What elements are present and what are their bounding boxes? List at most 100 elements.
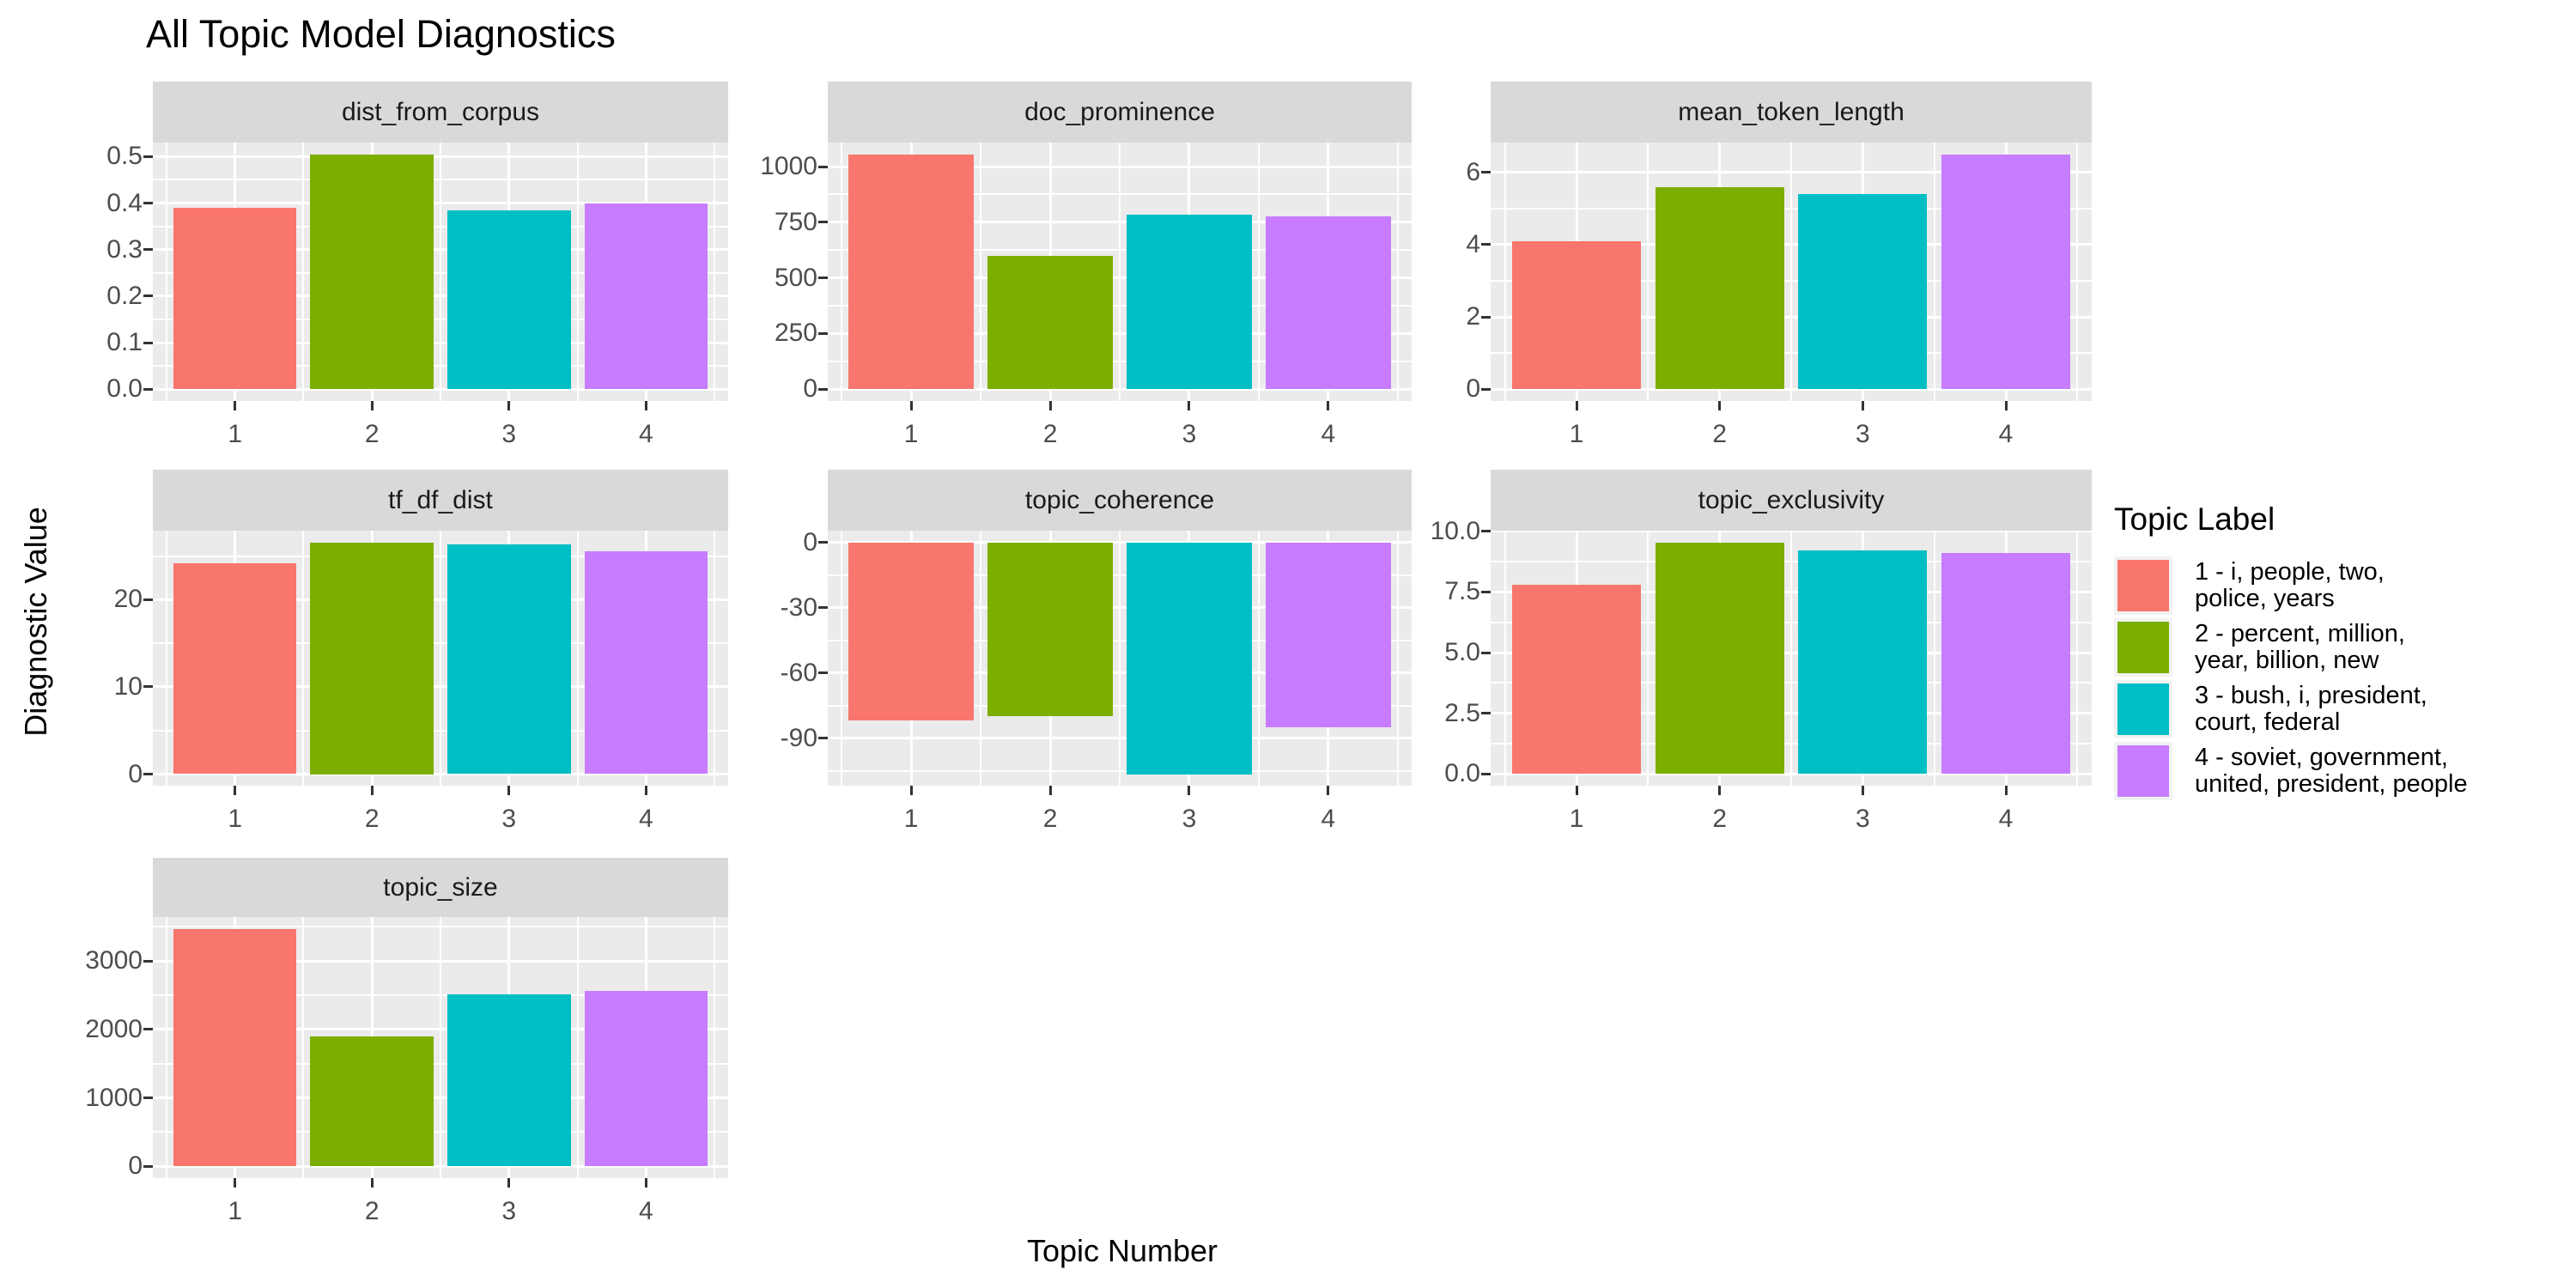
facet-strip-mean_token_length: mean_token_length [1491, 82, 2092, 143]
y-tick-mark [143, 1164, 153, 1168]
x-tick-mark [1188, 786, 1191, 795]
x-tick-mark [1188, 401, 1191, 410]
x-tick-label: 4 [1321, 805, 1336, 833]
facet-strip-doc_prominence: doc_prominence [828, 82, 1412, 143]
x-tick-label: 2 [364, 420, 380, 448]
y-tick-label: 20 [113, 585, 143, 614]
facet-panel-topic_exclusivity [1491, 531, 2092, 786]
facet-strip-dist_from_corpus: dist_from_corpus [153, 82, 728, 143]
x-tick-label: 3 [501, 805, 517, 833]
minor-gridline [1504, 143, 1506, 401]
x-tick-label: 3 [1182, 420, 1197, 448]
x-tick-label: 1 [1569, 420, 1584, 448]
y-tick-mark [1481, 171, 1491, 174]
x-tick-mark [2004, 401, 2008, 410]
x-tick-label: 2 [1712, 805, 1727, 833]
facet-title-dist_from_corpus: dist_from_corpus [341, 97, 540, 126]
minor-gridline [1790, 143, 1792, 401]
legend-swatch-4 [2117, 745, 2169, 797]
y-tick-label: 0.4 [106, 188, 143, 217]
minor-gridline [1396, 143, 1399, 401]
y-tick-mark [1481, 530, 1491, 533]
facet-strip-topic_coherence: topic_coherence [828, 470, 1412, 531]
y-tick-mark [143, 773, 153, 775]
x-tick-label: 4 [1321, 420, 1336, 448]
x-tick-mark [370, 1178, 374, 1188]
minor-gridline [302, 143, 305, 401]
legend-label-3: 3 - bush, i, president, court, federal [2195, 683, 2427, 736]
minor-gridline [576, 143, 579, 401]
legend-label-line: united, president, people [2195, 770, 2468, 798]
facet-panel-mean_token_length [1491, 143, 2092, 401]
bar-topic-2-topic_size [310, 1036, 434, 1167]
facet-title-doc_prominence: doc_prominence [1024, 97, 1215, 126]
bar-topic-4-topic_coherence [1266, 542, 1391, 728]
facet-title-mean_token_length: mean_token_length [1678, 97, 1905, 126]
legend-label-line: 3 - bush, i, president, [2195, 682, 2427, 709]
minor-gridline [1647, 143, 1649, 401]
x-tick-label: 3 [1182, 805, 1197, 833]
y-tick-mark [1481, 315, 1491, 319]
legend-entry-4: 4 - soviet, government, united, president… [2114, 740, 2468, 802]
y-tick-label: 2 [1466, 302, 1480, 331]
y-tick-label: 2000 [85, 1014, 143, 1043]
x-axis-title: Topic Number [1026, 1233, 1218, 1268]
x-tick-label: 4 [638, 805, 653, 833]
y-tick-label: 250 [774, 319, 817, 348]
plot-title: All Topic Model Diagnostics [146, 12, 616, 56]
minor-gridline [440, 917, 441, 1178]
bar-topic-3-doc_prominence [1127, 214, 1252, 390]
bar-topic-1-topic_size [173, 928, 297, 1167]
x-tick-mark [644, 786, 647, 795]
y-tick-label: -60 [780, 658, 817, 687]
minor-gridline [576, 917, 579, 1178]
y-tick-mark [818, 387, 828, 391]
x-tick-mark [1048, 786, 1052, 795]
facet-title-topic_size: topic_size [383, 872, 498, 902]
x-tick-mark [909, 786, 913, 795]
legend-key-1 [2114, 556, 2172, 615]
bar-topic-1-topic_exclusivity [1512, 585, 1641, 775]
y-tick-label: 3000 [85, 946, 143, 975]
legend-swatch-3 [2117, 683, 2169, 735]
minor-gridline [841, 143, 843, 401]
legend-key-4 [2114, 742, 2172, 800]
legend-swatch-2 [2117, 622, 2169, 673]
minor-gridline [165, 917, 167, 1178]
x-tick-mark [234, 786, 237, 795]
legend-label-line: court, federal [2195, 708, 2341, 736]
minor-gridline [841, 531, 843, 786]
bar-topic-3-mean_token_length [1798, 194, 1928, 390]
minor-gridline [302, 917, 305, 1178]
y-tick-label: 2.5 [1444, 698, 1480, 727]
y-tick-mark [143, 202, 153, 204]
y-tick-label: 10.0 [1430, 516, 1480, 545]
facet-panel-doc_prominence [828, 143, 1412, 401]
y-tick-label: 6 [1466, 157, 1480, 186]
minor-gridline [714, 531, 716, 786]
minor-gridline [980, 143, 982, 401]
y-tick-mark [1481, 243, 1491, 246]
y-tick-label: 0 [803, 527, 817, 556]
x-tick-mark [370, 401, 374, 410]
legend-label-2: 2 - percent, million, year, billion, new [2195, 621, 2405, 674]
y-tick-mark [143, 685, 153, 689]
legend-label-4: 4 - soviet, government, united, president… [2195, 744, 2468, 798]
bar-topic-4-mean_token_length [1941, 154, 2070, 390]
x-tick-mark [234, 401, 237, 410]
x-tick-mark [909, 401, 913, 410]
y-tick-mark [818, 737, 828, 740]
x-tick-mark [507, 401, 511, 410]
minor-gridline [576, 531, 579, 786]
x-tick-label: 3 [1855, 420, 1870, 448]
y-tick-mark [143, 295, 153, 298]
facet-panel-topic_coherence [828, 531, 1412, 786]
y-tick-label: 0.5 [106, 142, 143, 171]
minor-gridline [1933, 531, 1935, 786]
y-tick-mark [818, 276, 828, 280]
bar-topic-4-dist_from_corpus [584, 203, 708, 390]
minor-gridline [302, 531, 305, 786]
x-tick-label: 4 [638, 1197, 653, 1225]
legend-title: Topic Label [2114, 501, 2275, 537]
x-tick-mark [507, 786, 511, 795]
